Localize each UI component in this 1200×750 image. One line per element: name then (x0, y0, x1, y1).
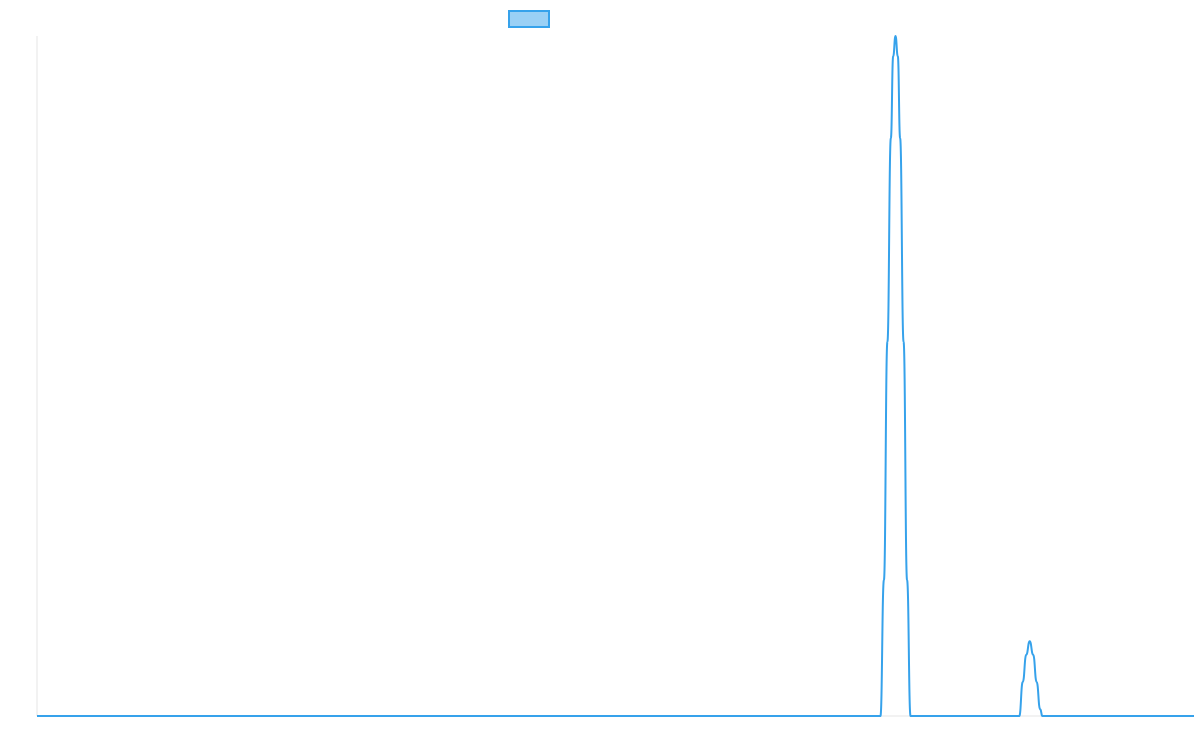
legend[interactable] (508, 10, 556, 28)
series-layer (37, 35, 1194, 718)
legend-swatch (508, 10, 550, 28)
series-line-0[interactable] (37, 35, 1194, 718)
